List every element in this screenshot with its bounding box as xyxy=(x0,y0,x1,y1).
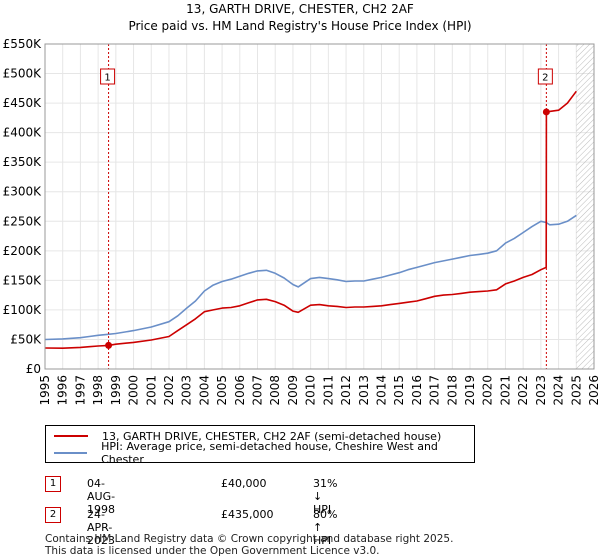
transaction-hpi-diff: 80% ↑ HPI xyxy=(313,508,338,547)
legend-swatch-blue xyxy=(54,452,88,454)
x-tick-label: 2025 xyxy=(569,375,583,406)
x-tick-label: 2002 xyxy=(162,375,176,406)
x-tick-label: 1998 xyxy=(91,375,105,406)
transaction-date: 04-AUG-1998 xyxy=(87,477,116,516)
x-tick-label: 2014 xyxy=(374,375,388,406)
y-tick-label: £150K xyxy=(3,273,43,287)
x-tick-label: 2009 xyxy=(286,375,300,406)
x-tick-label: 2015 xyxy=(392,375,406,406)
transaction-price: £435,000 xyxy=(221,508,274,521)
footer-licence: This data is licensed under the Open Gov… xyxy=(45,545,380,557)
x-tick-label: 2021 xyxy=(498,375,512,406)
legend-item-hpi: HPI: Average price, semi-detached house,… xyxy=(54,440,474,466)
chart-title: 13, GARTH DRIVE, CHESTER, CH2 2AF xyxy=(186,2,414,16)
plot-border xyxy=(44,43,595,370)
price-paid-line xyxy=(44,90,577,350)
plot-area xyxy=(45,44,594,369)
x-tick-label: 2016 xyxy=(410,375,424,406)
x-tick-label: 1995 xyxy=(38,375,52,406)
x-tick-label: 2003 xyxy=(180,375,194,406)
transaction-hpi-diff: 31% ↓ HPI xyxy=(313,477,338,516)
y-tick-label: £450K xyxy=(3,96,43,110)
y-tick-label: £400K xyxy=(3,126,43,140)
legend-item-price-paid: 13, GARTH DRIVE, CHESTER, CH2 2AF (semi-… xyxy=(54,428,441,444)
x-tick-label: 2001 xyxy=(144,375,158,406)
forecast-region xyxy=(576,44,594,369)
y-tick-label: £100K xyxy=(3,303,43,317)
x-tick-label: 2023 xyxy=(534,375,548,406)
y-tick-label: £550K xyxy=(3,37,43,51)
y-tick-label: £200K xyxy=(3,244,43,258)
chart-subtitle: Price paid vs. HM Land Registry's House … xyxy=(128,19,472,33)
transaction-badge: 1 xyxy=(45,476,61,492)
x-tick-label: 2018 xyxy=(445,375,459,406)
transaction-date: 24-APR-2023 xyxy=(87,508,115,547)
y-tick-label: £500K xyxy=(3,67,43,81)
x-tick-label: 2005 xyxy=(215,375,229,406)
legend-label-price-paid: 13, GARTH DRIVE, CHESTER, CH2 2AF (semi-… xyxy=(102,429,442,443)
x-tick-label: 2022 xyxy=(516,375,530,406)
x-tick-label: 2006 xyxy=(233,375,247,406)
y-tick-label: £0 xyxy=(26,362,41,376)
hpi-line xyxy=(44,214,577,341)
x-tick-label: 2007 xyxy=(251,375,265,406)
x-tick-label: 2010 xyxy=(304,375,318,406)
x-tick-label: 2013 xyxy=(357,375,371,406)
sale-badge-label: 2 xyxy=(542,73,548,84)
y-tick-label: £300K xyxy=(3,185,43,199)
x-tick-label: 2017 xyxy=(428,375,442,406)
x-tick-label: 2020 xyxy=(481,375,495,406)
x-tick-label: 2019 xyxy=(463,375,477,406)
x-tick-label: 2004 xyxy=(197,375,211,406)
x-tick-label: 1997 xyxy=(73,375,87,406)
x-tick-label: 1999 xyxy=(109,375,123,406)
y-tick-label: £250K xyxy=(3,214,43,228)
x-tick-label: 2024 xyxy=(552,375,566,406)
legend-swatch-red xyxy=(54,435,88,437)
x-tick-label: 1996 xyxy=(56,375,70,406)
x-tick-label: 2008 xyxy=(268,375,282,406)
transaction-price: £40,000 xyxy=(221,477,267,490)
x-tick-label: 2000 xyxy=(127,375,141,406)
sale-badge-label: 1 xyxy=(104,73,110,84)
y-tick-label: £350K xyxy=(3,155,43,169)
legend-label-hpi: HPI: Average price, semi-detached house,… xyxy=(101,440,438,466)
sale-point xyxy=(105,341,113,349)
x-tick-label: 2012 xyxy=(339,375,353,406)
sale-point xyxy=(542,108,550,116)
price-chart: 1 2 £0 £50K £100K £150K £200K £250K £300K £350K £… xyxy=(3,37,600,406)
transaction-badge: 2 xyxy=(45,507,61,523)
sale-badge-box xyxy=(100,68,116,85)
y-tick-label: £50K xyxy=(10,332,42,346)
footer-copyright: Contains HM Land Registry data © Crown c… xyxy=(45,533,454,545)
x-tick-label: 2011 xyxy=(321,375,335,406)
sale-badge-box xyxy=(537,68,553,85)
x-tick-label: 2026 xyxy=(587,375,600,406)
legend: 13, GARTH DRIVE, CHESTER, CH2 2AF (semi-… xyxy=(45,425,475,466)
